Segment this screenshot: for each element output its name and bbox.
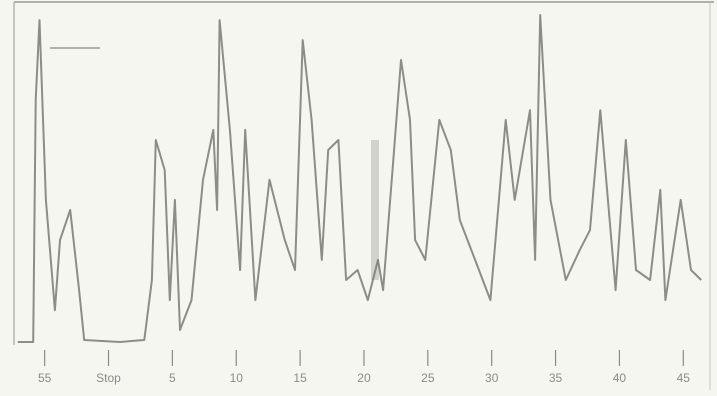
x-tick-label: 55	[38, 371, 52, 385]
x-tick-label: 30	[485, 371, 499, 385]
x-tick-label: 35	[549, 371, 563, 385]
x-tick-label: 15	[293, 371, 307, 385]
x-tick-label: 5	[169, 371, 176, 385]
x-tick-label: 40	[613, 371, 627, 385]
x-tick-label: 45	[677, 371, 691, 385]
x-tick-label: 20	[357, 371, 371, 385]
x-tick-label: 10	[230, 371, 244, 385]
x-tick-label: 25	[421, 371, 435, 385]
x-tick-label: Stop	[96, 371, 121, 385]
trace	[17, 14, 702, 343]
